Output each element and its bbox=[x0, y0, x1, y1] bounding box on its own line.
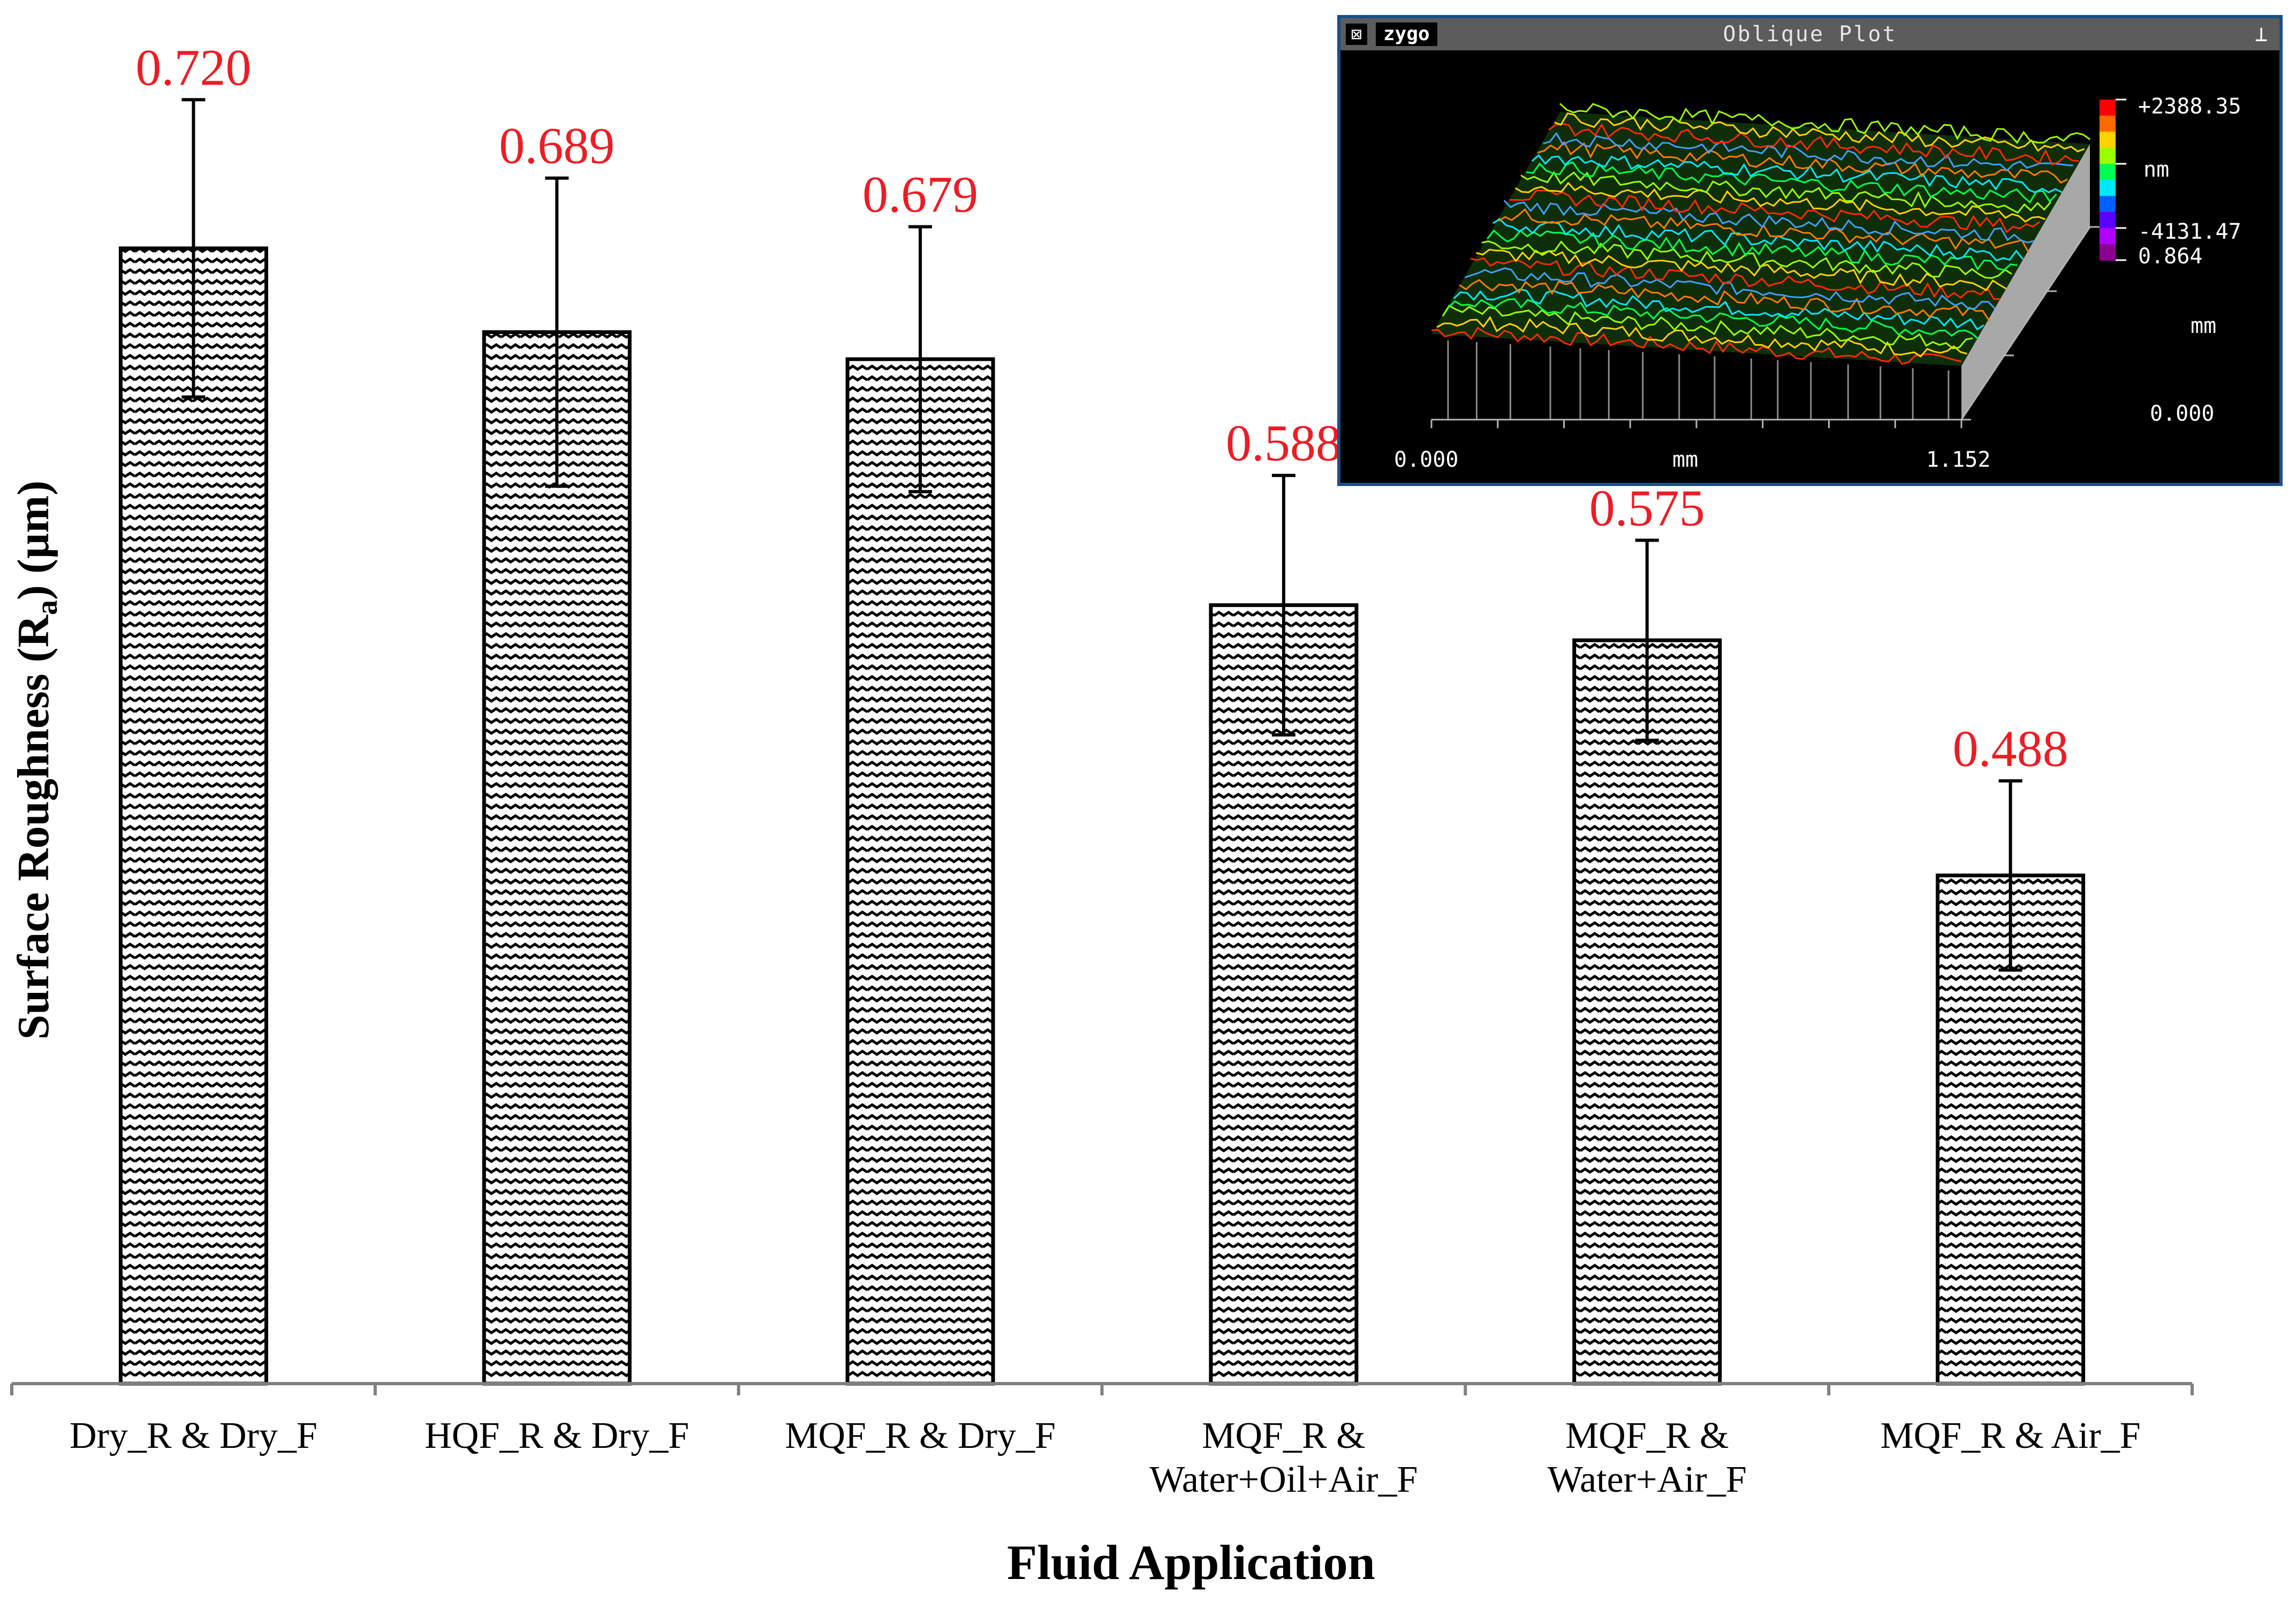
surface-profile-line bbox=[1431, 327, 1962, 365]
surface-profile-line bbox=[1442, 305, 1973, 350]
close-box-icon[interactable]: ⊠ bbox=[1346, 24, 1367, 45]
oblique-surface-plot: +2388.35 nm -4131.47 0.864 mm 0.000 0.00… bbox=[1394, 94, 2241, 472]
colorbar-segment bbox=[2100, 244, 2116, 261]
surface-profile-line bbox=[1476, 248, 2007, 292]
colorbar-segment bbox=[2100, 228, 2116, 245]
colorbar-segment bbox=[2100, 100, 2116, 116]
colorbar-min-label: -4131.47 bbox=[2138, 219, 2241, 244]
surface-profile-line bbox=[1492, 218, 2024, 262]
inset-y-axis bbox=[1960, 226, 2091, 420]
bar-4 bbox=[1572, 638, 1722, 1386]
x-tick-label-0: Dry_R & Dry_F bbox=[70, 1415, 317, 1456]
surface-profile-line bbox=[1537, 141, 2068, 184]
inset-axes bbox=[1430, 226, 2100, 428]
data-label-3: 0.588 bbox=[1226, 414, 1342, 472]
y-axis-label: Surface Roughness (Ra) (µm) bbox=[9, 481, 64, 1040]
x-tick-label-3-line-0: MQF_R & bbox=[1202, 1415, 1365, 1456]
surface-profile-line bbox=[1520, 171, 2052, 214]
surface-profile-line bbox=[1503, 200, 2035, 244]
inset-title: Oblique Plot bbox=[1723, 22, 1897, 47]
surface-profile-line bbox=[1448, 298, 1979, 340]
x-axis-unit-label: mm bbox=[1672, 447, 1698, 472]
colorbar-max-label: +2388.35 bbox=[2138, 94, 2241, 119]
surface-profile-line bbox=[1514, 181, 2046, 223]
data-label-5: 0.488 bbox=[1953, 720, 2068, 777]
x-axis-label: Fluid Application bbox=[1007, 1535, 1375, 1590]
data-label-2: 0.679 bbox=[862, 166, 978, 223]
x-tick-label-2: MQF_R & Dry_F bbox=[785, 1415, 1056, 1456]
bar-2 bbox=[845, 357, 995, 1386]
colorbar-segment bbox=[2100, 164, 2116, 180]
y-axis-unit-label: mm bbox=[2191, 314, 2216, 338]
y-axis-max-label: 0.864 bbox=[2138, 244, 2202, 269]
colorbar-segment bbox=[2100, 116, 2116, 132]
y-axis-label-subscript: a bbox=[31, 600, 64, 615]
y-axis-min-label: 0.000 bbox=[2150, 401, 2214, 426]
surface-profile-line bbox=[1459, 279, 1990, 322]
surface-plane bbox=[1431, 112, 2090, 366]
colorbar-segment bbox=[2100, 196, 2116, 212]
x-tick-label-1: HQF_R & Dry_F bbox=[425, 1415, 689, 1456]
surface-profile-line bbox=[1548, 123, 2079, 166]
surface-profile-line bbox=[1531, 154, 2063, 194]
inset-oblique-plot-window: ⊠ zygo Oblique Plot ⊥ +2388.35 nm -4131.… bbox=[1337, 15, 2283, 486]
zygo-logo: zygo bbox=[1376, 22, 1437, 46]
surface-profile-line bbox=[1543, 132, 2073, 172]
colorbar-segment bbox=[2100, 212, 2116, 229]
y-axis-label-tail: ) (µm) bbox=[9, 481, 58, 600]
data-label-0: 0.720 bbox=[135, 39, 251, 96]
colorbar-unit-label: nm bbox=[2143, 157, 2169, 182]
pin-icon[interactable]: ⊥ bbox=[2254, 22, 2268, 47]
x-tick-label-4-line-1: Water+Air_F bbox=[1548, 1459, 1747, 1500]
x-tick-label-3-line-1: Water+Oil+Air_F bbox=[1149, 1459, 1418, 1500]
surface-profile-line bbox=[1510, 189, 2040, 233]
colorbar-segment bbox=[2100, 148, 2116, 164]
surface-profile-line bbox=[1453, 288, 1984, 331]
y-axis-label-main: Surface Roughness (R bbox=[9, 614, 58, 1040]
colorbar-segment bbox=[2100, 180, 2116, 196]
x-tick-label-5: MQF_R & Air_F bbox=[1880, 1415, 2140, 1456]
x-axis-max-label: 1.152 bbox=[1926, 447, 1990, 472]
inset-colorbar bbox=[2100, 98, 2126, 261]
surface-side-wall bbox=[1961, 144, 2090, 420]
surface-texture bbox=[1431, 103, 2090, 420]
x-axis-min-label: 0.000 bbox=[1394, 447, 1458, 472]
colorbar-segment bbox=[2100, 132, 2116, 148]
data-label-4: 0.575 bbox=[1589, 479, 1705, 536]
data-label-1: 0.689 bbox=[499, 117, 615, 174]
surface-profile-line bbox=[1526, 161, 2057, 204]
bar-0 bbox=[118, 246, 268, 1386]
x-tick-label-4-line-0: MQF_R & bbox=[1565, 1415, 1729, 1456]
surface-profile-line bbox=[1554, 112, 2085, 153]
bar-1 bbox=[482, 330, 632, 1386]
surface-profile-line bbox=[1487, 229, 2018, 271]
surface-profile-line bbox=[1436, 316, 1967, 358]
inset-titlebar: ⊠ zygo Oblique Plot ⊥ bbox=[1340, 18, 2279, 50]
surface-profile-line bbox=[1559, 103, 2090, 144]
surface-profile-line bbox=[1470, 257, 2001, 300]
